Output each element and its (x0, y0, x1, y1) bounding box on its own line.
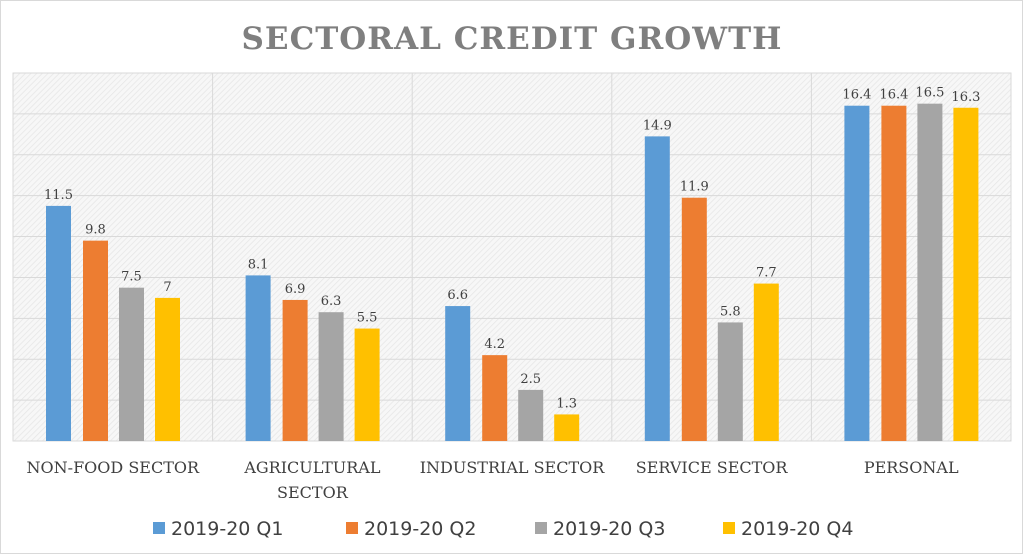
legend-swatch (153, 522, 165, 534)
bar (554, 414, 580, 441)
category-label: AGRICULTURAL (243, 458, 381, 477)
bar (717, 322, 743, 441)
bar (953, 107, 979, 441)
bar (354, 328, 380, 441)
data-label: 2.5 (520, 372, 541, 387)
data-label: 16.4 (879, 88, 908, 103)
data-label: 6.9 (285, 282, 306, 297)
legend-swatch (723, 522, 735, 534)
category-label: PERSONAL (864, 458, 959, 477)
bar (318, 312, 344, 441)
bar (917, 103, 943, 442)
data-label: 7.7 (756, 266, 777, 281)
bar (119, 287, 144, 441)
data-label: 16.3 (951, 90, 980, 105)
data-label: 14.9 (643, 118, 672, 133)
data-label: 5.8 (720, 304, 741, 319)
legend-label: 2019-20 Q1 (171, 518, 283, 540)
data-label: 5.5 (357, 311, 378, 326)
bar (46, 205, 71, 441)
data-label: 4.2 (484, 337, 505, 352)
bar (753, 283, 779, 441)
legend-swatch (535, 522, 547, 534)
data-label: 16.4 (842, 88, 871, 103)
bar (245, 275, 271, 441)
data-label: 7.5 (121, 270, 142, 285)
bar (282, 299, 308, 441)
chart-title: SECTORAL CREDIT GROWTH (242, 21, 783, 57)
bar (482, 355, 508, 441)
data-label: 1.3 (556, 396, 577, 411)
bar (445, 306, 471, 441)
legend-label: 2019-20 Q2 (364, 518, 476, 540)
legend-swatch (346, 522, 358, 534)
data-label: 9.8 (85, 223, 106, 238)
bar (644, 136, 670, 441)
bar (83, 240, 108, 441)
data-label: 6.3 (321, 294, 342, 309)
data-label: 11.5 (44, 188, 73, 203)
bar (844, 105, 870, 441)
legend-label: 2019-20 Q3 (553, 518, 665, 540)
legend-label: 2019-20 Q4 (741, 518, 853, 540)
data-label: 8.1 (248, 257, 269, 272)
category-label: INDUSTRIAL SECTOR (420, 458, 606, 477)
bar (881, 105, 907, 441)
data-label: 11.9 (680, 180, 709, 195)
data-label: 6.6 (447, 288, 468, 303)
bar (681, 197, 707, 441)
category-label: SECTOR (277, 483, 349, 502)
data-label: 16.5 (915, 86, 944, 101)
bar (518, 389, 544, 441)
bar (155, 297, 180, 441)
category-label: SERVICE SECTOR (636, 458, 789, 477)
category-label: NON-FOOD SECTOR (27, 458, 200, 477)
data-label: 7 (163, 280, 171, 295)
